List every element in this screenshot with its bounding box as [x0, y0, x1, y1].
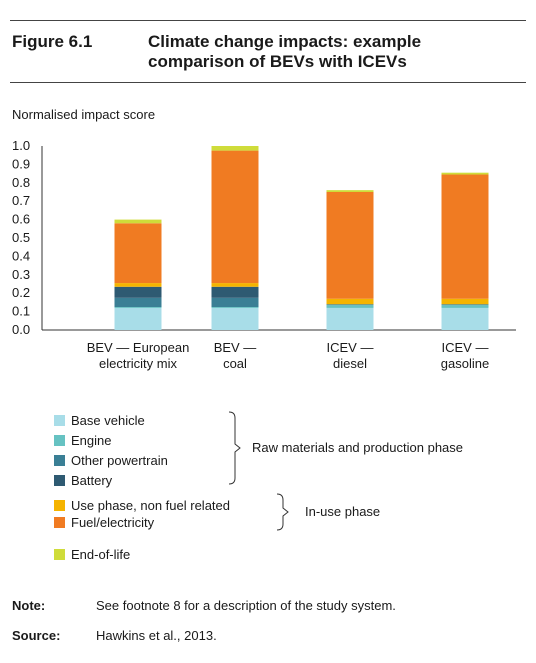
- bar-segment-battery: [212, 287, 259, 298]
- bar-segment-base-vehicle: [442, 308, 489, 330]
- figure-title: Climate change impacts: example comparis…: [148, 32, 518, 72]
- legend-swatch: [54, 435, 65, 446]
- figure-title-line-1: Climate change impacts: example: [148, 32, 518, 52]
- figure-title-line-2: comparison of BEVs with ICEVs: [148, 52, 518, 72]
- y-axis-label: Normalised impact score: [12, 107, 155, 122]
- legend-label: End-of-life: [71, 547, 130, 562]
- source-row: Source: Hawkins et al., 2013.: [12, 628, 217, 643]
- brace-raw-materials: [229, 412, 240, 484]
- source-text: Hawkins et al., 2013.: [96, 628, 217, 643]
- bar-segment-engine: [327, 305, 374, 308]
- legend-item: Base vehicle: [54, 412, 145, 428]
- bar-segment-fuel-electricity: [327, 192, 374, 299]
- figure-label: Figure 6.1: [12, 32, 92, 52]
- legend-label: Battery: [71, 473, 112, 488]
- bar-segment-fuel-electricity: [442, 175, 489, 299]
- legend-item: Battery: [54, 472, 112, 488]
- bar-segment-base-vehicle: [115, 308, 162, 330]
- y-tick-label: 0.3: [12, 267, 30, 282]
- brace-in-use: [277, 494, 288, 530]
- y-tick-label: 0.8: [12, 175, 30, 190]
- bar-segment-engine: [212, 307, 259, 308]
- legend-swatch: [54, 415, 65, 426]
- bar-segment-fuel-electricity: [212, 151, 259, 283]
- x-category-label: ICEV —: [442, 340, 489, 355]
- group-label-in-use: In-use phase: [305, 504, 380, 519]
- legend-item: Other powertrain: [54, 452, 168, 468]
- note-text: See footnote 8 for a description of the …: [96, 598, 396, 613]
- bar-segment-other-powertrain: [115, 298, 162, 307]
- bar-segment-use-phase-non-fuel-related: [442, 299, 489, 305]
- legend-item: End-of-life: [54, 546, 130, 562]
- x-category-label: gasoline: [441, 356, 489, 371]
- legend-label: Base vehicle: [71, 413, 145, 428]
- bar-segment-base-vehicle: [327, 308, 374, 330]
- bar-segment-other-powertrain: [327, 304, 374, 305]
- bar-segment-other-powertrain: [442, 304, 489, 305]
- legend-swatch: [54, 475, 65, 486]
- legend-swatch: [54, 500, 65, 511]
- title-rule: [10, 82, 526, 83]
- y-tick-label: 0.6: [12, 212, 30, 227]
- group-label-raw-materials: Raw materials and production phase: [252, 440, 463, 455]
- note-label: Note:: [12, 598, 96, 613]
- bar-segment-end-of-life: [327, 190, 374, 192]
- bar-segment-engine: [442, 305, 489, 308]
- y-tick-label: 0.2: [12, 285, 30, 300]
- legend-item: Fuel/electricity: [54, 514, 154, 530]
- bar-segment-end-of-life: [212, 146, 259, 151]
- x-category-label: coal: [223, 356, 247, 371]
- bar-segment-battery: [115, 287, 162, 298]
- legend-item: Use phase, non fuel related: [54, 497, 230, 513]
- y-tick-label: 1.0: [12, 138, 30, 153]
- legend-label: Other powertrain: [71, 453, 168, 468]
- legend-swatch: [54, 455, 65, 466]
- x-category-label: ICEV —: [327, 340, 374, 355]
- note-row: Note: See footnote 8 for a description of…: [12, 598, 396, 613]
- y-tick-label: 0.4: [12, 248, 30, 263]
- legend-label: Engine: [71, 433, 111, 448]
- y-tick-label: 0.7: [12, 193, 30, 208]
- y-tick-label: 0.5: [12, 230, 30, 245]
- legend-label: Use phase, non fuel related: [71, 498, 230, 513]
- bar-segment-other-powertrain: [212, 298, 259, 307]
- bar-segment-engine: [115, 307, 162, 308]
- top-rule: [10, 20, 526, 21]
- x-category-label: BEV —: [214, 340, 257, 355]
- x-category-label: electricity mix: [99, 356, 178, 371]
- y-tick-label: 0.1: [12, 304, 30, 319]
- bar-segment-base-vehicle: [212, 308, 259, 330]
- bar-segment-use-phase-non-fuel-related: [115, 283, 162, 287]
- y-tick-label: 0.0: [12, 322, 30, 337]
- bar-segment-fuel-electricity: [115, 223, 162, 283]
- legend-label: Fuel/electricity: [71, 515, 154, 530]
- legend-swatch: [54, 517, 65, 528]
- y-tick-label: 0.9: [12, 156, 30, 171]
- x-category-label: diesel: [333, 356, 367, 371]
- bar-segment-end-of-life: [115, 220, 162, 224]
- stacked-bar-chart: 0.0 0.1 0.2 0.3 0.4 0.5 0.6 0.7 0.8 0.9 1.0 BEV — E…: [0, 130, 536, 380]
- legend-item: Engine: [54, 432, 111, 448]
- legend-swatch: [54, 549, 65, 560]
- x-category-label: BEV — European: [87, 340, 190, 355]
- bar-segment-use-phase-non-fuel-related: [212, 283, 259, 287]
- bar-segment-use-phase-non-fuel-related: [327, 299, 374, 305]
- source-label: Source:: [12, 628, 96, 643]
- bar-segment-end-of-life: [442, 173, 489, 175]
